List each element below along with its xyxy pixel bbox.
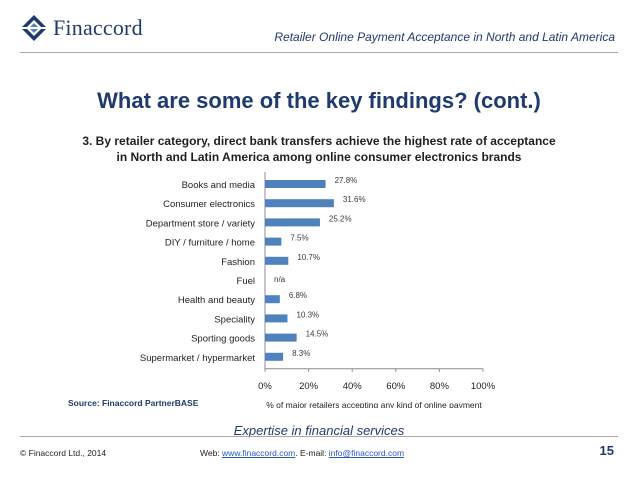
finaccord-logo: Finaccord <box>20 12 200 46</box>
category-label: Department store / variety <box>146 218 256 229</box>
chart-subtitle-line-2: in North and Latin America among online … <box>116 150 522 164</box>
data-label: 10.3% <box>296 310 319 319</box>
email-link[interactable]: info@finaccord.com <box>328 448 405 458</box>
header-divider <box>20 52 618 53</box>
finaccord-logo-icon <box>21 15 47 41</box>
report-title: Retailer Online Payment Acceptance in No… <box>274 30 615 44</box>
data-label: 27.8% <box>335 176 358 185</box>
x-axis-title: % of major retailers accepting any kind … <box>266 400 482 408</box>
data-label: 8.3% <box>292 349 310 358</box>
bar <box>265 237 282 246</box>
website-link[interactable]: www.finaccord.com <box>222 448 296 458</box>
x-tick-label: 100% <box>471 381 496 392</box>
source-note: Source: Finaccord PartnerBASE <box>68 398 199 408</box>
x-tick-label: 40% <box>343 381 363 392</box>
bar-chart: Books and media 27.8% Consumer electronics… <box>140 172 496 408</box>
bar <box>265 333 297 342</box>
bar <box>265 352 284 361</box>
category-label: Speciality <box>214 314 255 325</box>
bar <box>265 295 280 304</box>
category-label: Fuel <box>237 276 255 287</box>
category-label: Consumer electronics <box>163 199 255 210</box>
footer-divider <box>20 436 618 437</box>
x-tick-label: 60% <box>386 381 406 392</box>
bar <box>265 199 334 208</box>
data-label: 14.5% <box>306 330 329 339</box>
bar <box>265 314 288 323</box>
data-label: 6.8% <box>289 291 307 300</box>
brand-name: Finaccord <box>53 15 143 40</box>
category-label: Books and media <box>182 180 256 191</box>
slide-title: What are some of the key findings? (cont… <box>97 88 541 113</box>
category-label: Fashion <box>221 257 255 268</box>
data-label: n/a <box>274 275 286 284</box>
data-label: 31.6% <box>343 195 366 204</box>
category-label: Sporting goods <box>191 334 255 345</box>
x-tick-label: 20% <box>299 381 319 392</box>
bar <box>265 256 289 265</box>
data-label: 10.7% <box>297 253 320 262</box>
x-tick-label: 0% <box>258 381 272 392</box>
chart-subtitle: 3. By retailer category, direct bank tra… <box>40 133 598 165</box>
data-label: 7.5% <box>290 234 308 243</box>
data-label: 25.2% <box>329 214 352 223</box>
bar <box>265 180 326 188</box>
copyright: © Finaccord Ltd., 2014 <box>20 448 107 458</box>
category-label: DIY / furniture / home <box>165 238 255 249</box>
web-label: Web: <box>200 448 223 458</box>
bar <box>265 218 320 227</box>
email-label: . E-mail: <box>295 448 329 458</box>
category-label: Supermarket / hypermarket <box>140 353 255 364</box>
x-tick-label: 80% <box>430 381 450 392</box>
chart-subtitle-line-1: 3. By retailer category, direct bank tra… <box>82 134 556 148</box>
category-label: Health and beauty <box>178 295 255 306</box>
page-number: 15 <box>599 443 614 458</box>
tagline: Expertise in financial services <box>233 423 405 438</box>
contact-info: Web: www.finaccord.com. E-mail: info@fin… <box>200 448 404 458</box>
